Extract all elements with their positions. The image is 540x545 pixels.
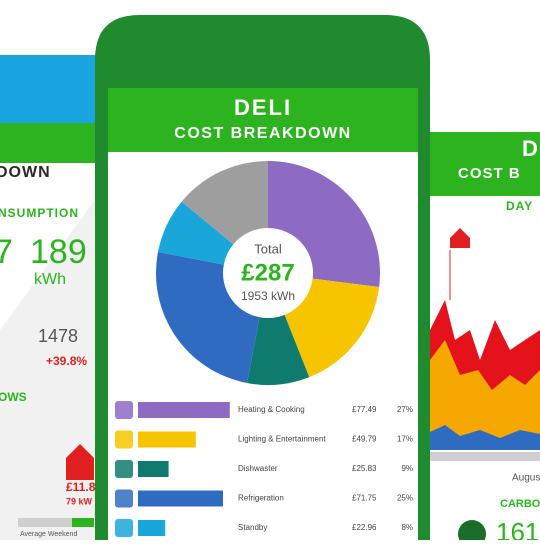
left-title-bar [0,123,100,163]
donut-segment [155,252,260,384]
row-name: Refrigeration [238,494,284,503]
row-percent: 25% [397,494,413,503]
row-name: Lighting & Entertainment [238,435,326,444]
left-heading: NSUMPTION [0,206,79,220]
right-area-blue [430,425,540,450]
row-cost: £22.96 [352,523,377,532]
donut-segment [284,278,380,378]
row-cost: £71.75 [352,494,377,503]
left-unit: kWh [34,271,66,288]
row-name: Dishwaster [238,464,278,473]
row-icon [115,460,133,478]
row-percent: 9% [401,464,413,473]
row-percent: 27% [397,405,413,414]
left-kwh: 79 kW [66,496,93,506]
row-bar [138,490,223,507]
right-x-label: Augus [512,473,540,484]
left-week-bar [18,518,94,527]
right-carbon: CARBO [500,498,540,510]
right-title: D [522,136,538,161]
row-icon [115,430,133,449]
breakdown-list: Heating & Cooking £77.49 27% Lighting & Ent… [115,401,413,537]
left-change: +39.8% [46,354,87,368]
left-small: 7 [0,233,13,271]
left-big: 189 [30,233,87,271]
row-bar [138,461,169,477]
row-cost: £77.49 [352,405,377,414]
right-globe [458,520,486,545]
row-cost: £49.79 [352,435,377,444]
row-bar [138,402,230,418]
left-july: 1478 [38,326,78,346]
right-day-strip [430,452,540,461]
center-header [108,88,418,152]
row-cost: £25.83 [352,464,377,473]
row-bar [138,431,196,448]
row-name: Standby [238,523,267,532]
center-subtitle: COST BREAKDOWN [174,125,351,142]
left-header [0,55,100,123]
left-house [66,444,94,480]
center-title: DELI [234,95,292,120]
right-marker [450,228,470,248]
left-cost: £11.8 [66,480,96,494]
row-percent: 17% [397,435,413,444]
right-area-orange [430,340,540,450]
donut-segment [247,314,310,386]
left-section: OWS [0,390,27,404]
donut-segment [157,201,234,265]
left-title: DOWN [0,164,51,181]
total-label: Total [254,241,282,256]
row-bar [138,520,166,536]
right-header [430,132,540,196]
donut-segment [268,161,380,288]
row-icon [115,489,133,508]
left-footer: Average Weekend [20,531,77,538]
right-section: DAY [506,199,533,213]
right-subtitle: COST B [458,165,521,182]
right-big: 161 [496,517,539,540]
donut-segment [181,161,268,245]
total-kwh: 1953 kWh [241,289,295,303]
total-value: £287 [241,259,294,286]
donut [155,161,380,386]
row-icon [115,401,133,419]
row-name: Heating & Cooking [238,405,305,414]
left-week-weekend [72,518,94,527]
row-percent: 8% [401,523,413,532]
row-icon [115,519,133,537]
